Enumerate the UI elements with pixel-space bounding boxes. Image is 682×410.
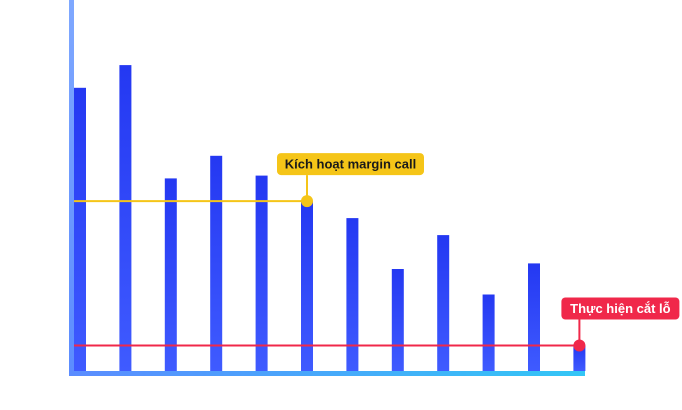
bar-3 [164, 178, 177, 371]
bar-1 [74, 87, 86, 372]
bar-8 [391, 269, 404, 371]
bar-7 [346, 218, 359, 371]
bar-12 [573, 345, 586, 371]
callout-box-2 [561, 297, 680, 320]
bars-group [74, 65, 586, 372]
bar-9 [437, 235, 450, 371]
x-axis [69, 371, 585, 376]
bar-4 [210, 155, 223, 371]
bar-2 [119, 65, 132, 371]
threshold-marker-2 [573, 339, 586, 352]
bar-11 [528, 263, 540, 371]
y-axis [69, 0, 74, 376]
callout-label-1: Kích hoạt margin call [285, 157, 416, 172]
callout-label-2: Thực hiện cắt lỗ [570, 301, 670, 316]
bar-10 [482, 294, 495, 371]
bar-6 [301, 201, 313, 371]
threshold-marker-1 [301, 195, 313, 208]
bar-5 [255, 175, 268, 371]
callout-box-1 [277, 153, 424, 176]
annotations-group: Kích hoạt margin call Thực hiện cắt lỗ [74, 153, 680, 352]
